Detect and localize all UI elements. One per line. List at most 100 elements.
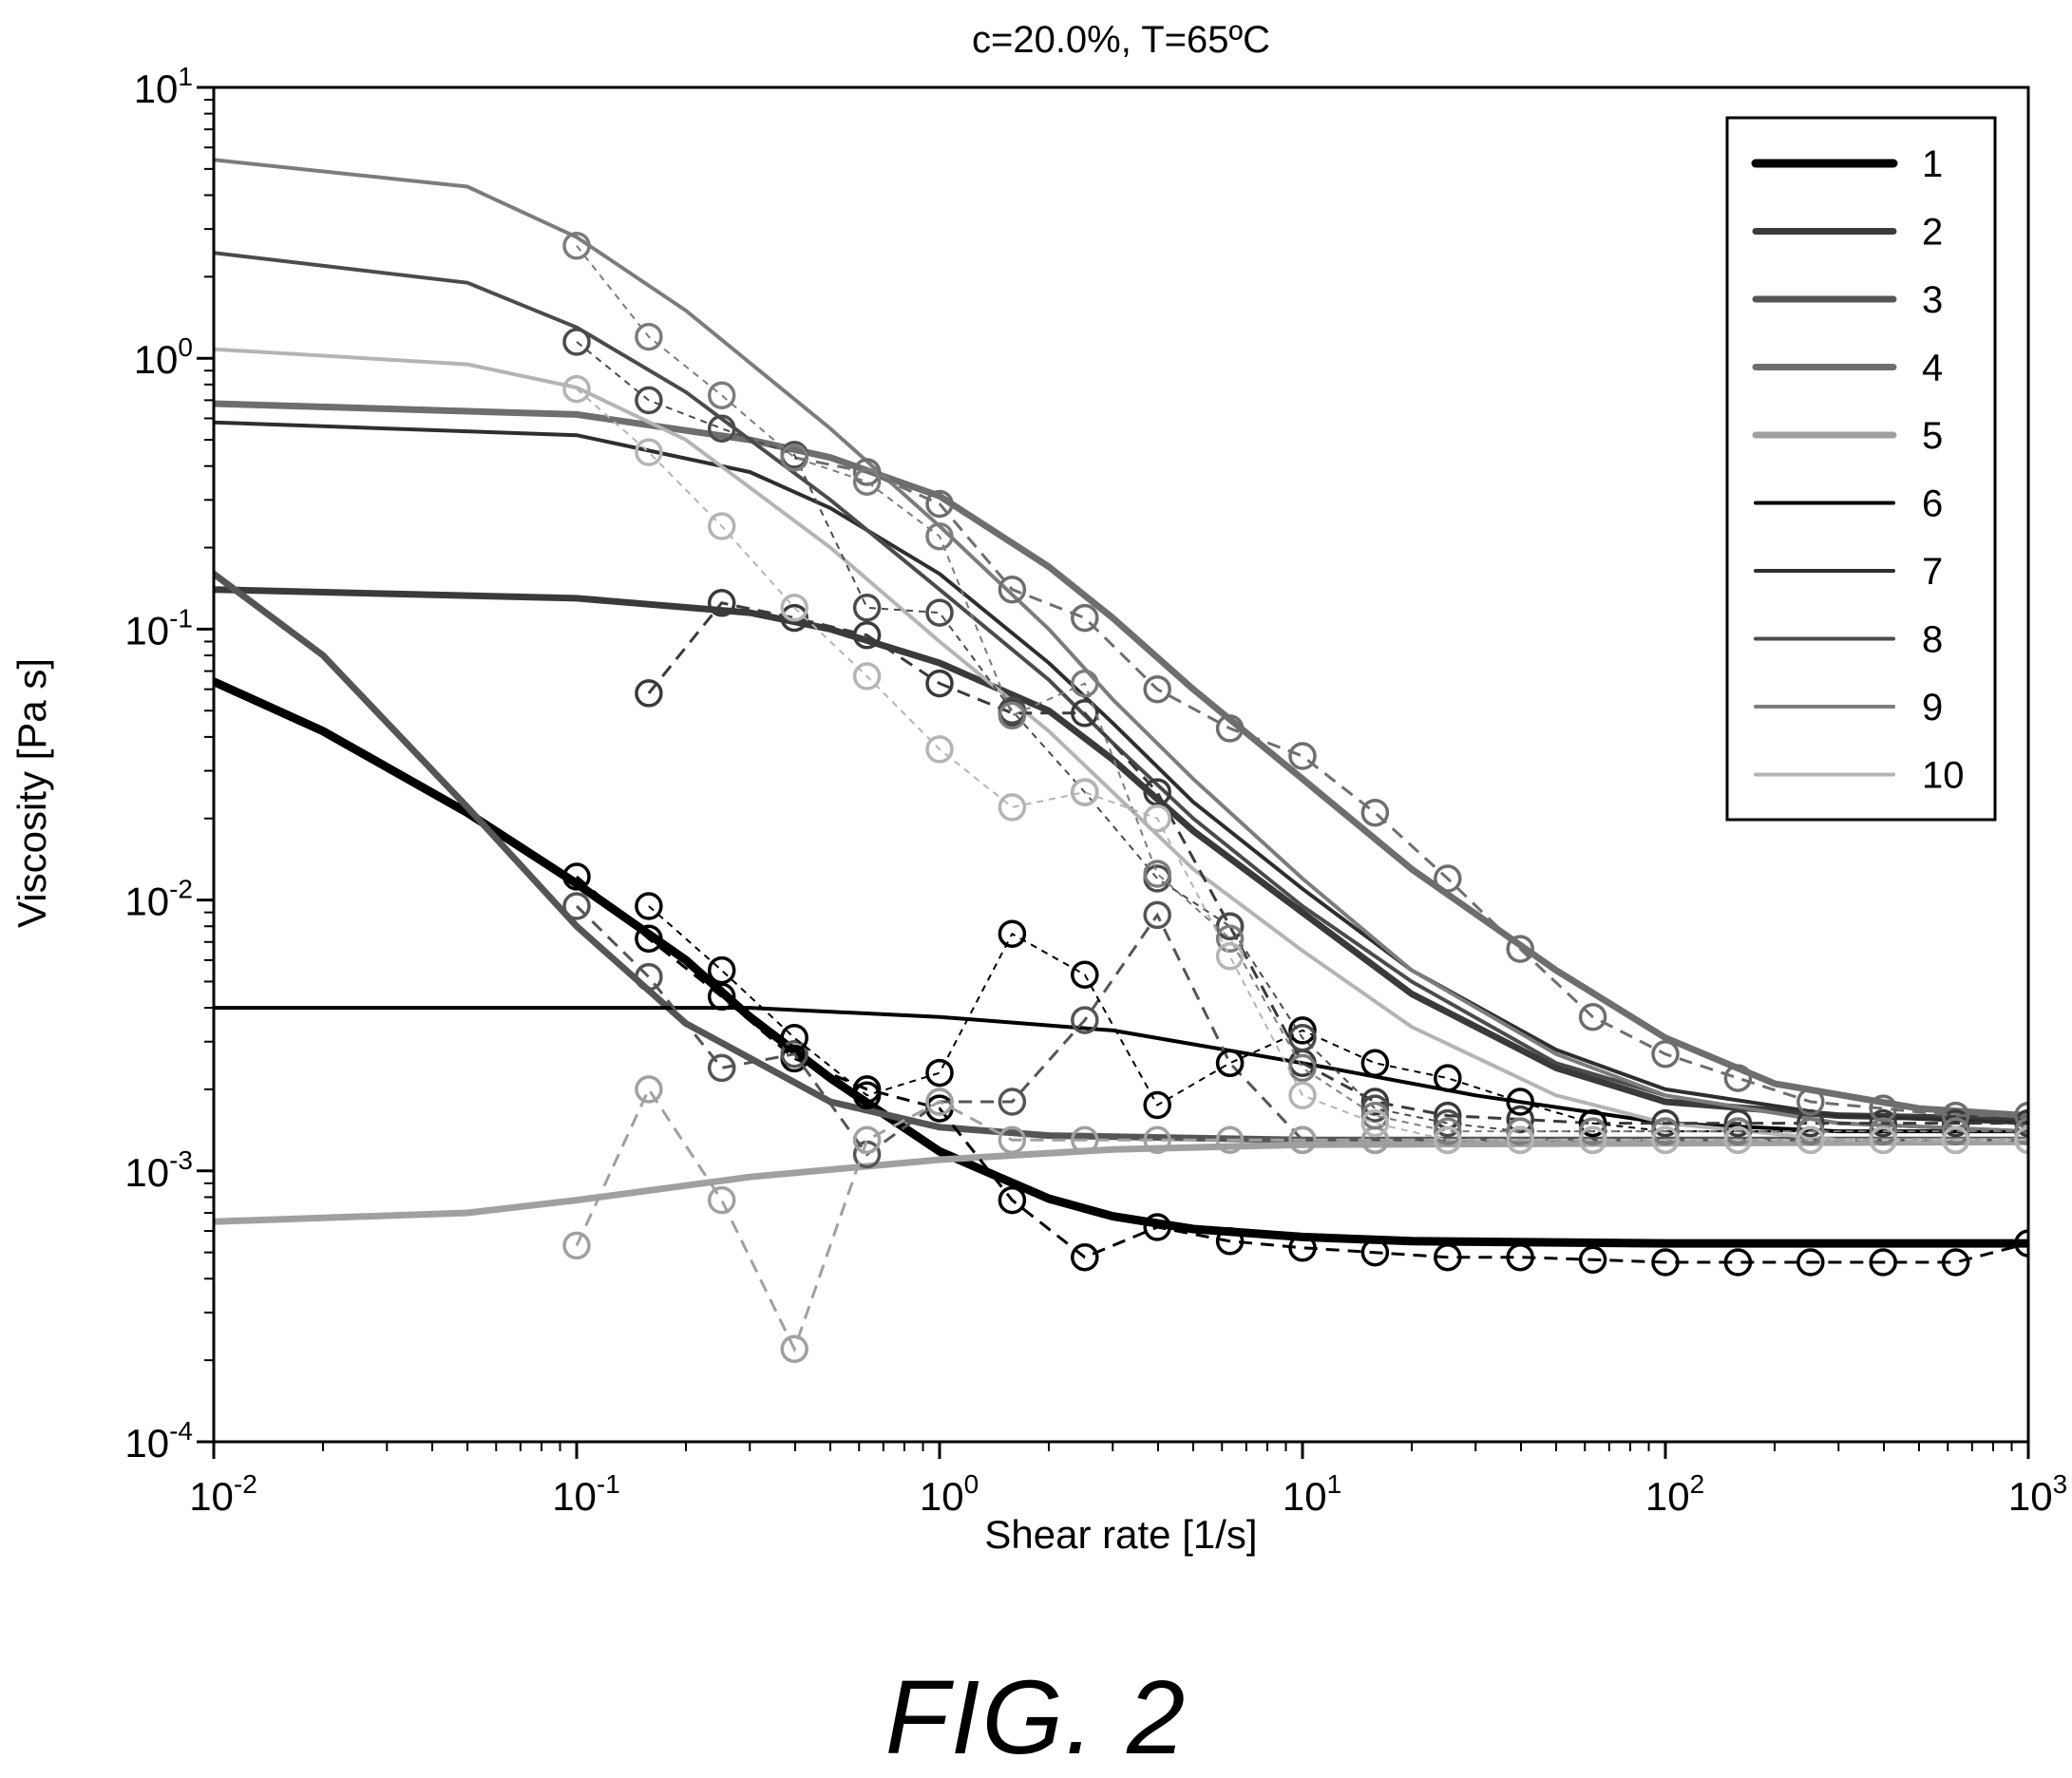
data-point-10 (1360, 1108, 1390, 1138)
data-point-4 (1360, 798, 1390, 827)
data-point-1 (1434, 1242, 1462, 1272)
legend-label: 2 (1922, 212, 1943, 254)
data-point-5 (1071, 1125, 1099, 1155)
data-point-1 (1506, 1242, 1534, 1272)
data-point-1 (1288, 1234, 1317, 1262)
data-point-10 (852, 662, 882, 690)
measured-line-4 (793, 456, 2028, 1118)
data-point-1 (1796, 1248, 1825, 1277)
fit-curve-3 (214, 570, 2028, 1144)
data-point-6 (1578, 1108, 1607, 1138)
figure-caption: FIG. 2 (884, 1659, 1188, 1776)
chart-title: c=20.0%, T=65ºC (972, 19, 1270, 61)
data-point-2 (925, 669, 954, 698)
data-point-6 (925, 1058, 954, 1088)
measured-line-3 (575, 904, 2028, 1157)
data-point-2 (1071, 699, 1099, 728)
data-point-10 (1651, 1125, 1680, 1155)
data-point-8 (707, 414, 736, 443)
data-point-9 (1578, 1117, 1607, 1145)
fit-curve-10 (214, 347, 2028, 1143)
data-point-10 (780, 594, 808, 622)
legend-label: 8 (1922, 619, 1943, 661)
data-point-1 (1578, 1245, 1607, 1275)
data-point-9 (852, 467, 882, 496)
data-point-6 (1215, 1049, 1245, 1078)
data-point-1 (2014, 1229, 2028, 1258)
fit-curve-4 (214, 400, 2028, 1120)
data-point-5 (1215, 1125, 1245, 1155)
data-point-9 (562, 232, 591, 260)
x-tick-label: 10-2 (189, 1469, 257, 1519)
data-point-10 (998, 793, 1027, 822)
data-point-5 (635, 1075, 663, 1104)
data-point-4 (1869, 1094, 1897, 1123)
data-point-6 (707, 955, 736, 985)
data-point-2 (1796, 1108, 1825, 1138)
data-point-4 (1506, 935, 1534, 963)
data-point-10 (1434, 1125, 1462, 1155)
data-point-9 (1506, 1117, 1534, 1145)
data-point-3 (707, 1053, 736, 1083)
data-point-10 (1941, 1125, 1970, 1155)
data-point-3 (562, 892, 591, 920)
y-tick-label: 10-3 (124, 1145, 193, 1195)
data-point-9 (2014, 1117, 2028, 1145)
data-point-3 (635, 962, 663, 992)
data-point-4 (1071, 603, 1099, 633)
data-point-10 (1288, 1081, 1317, 1110)
legend-label: 9 (1922, 687, 1943, 728)
data-point-4 (1288, 742, 1317, 770)
data-point-6 (852, 1081, 882, 1110)
data-point-4 (852, 458, 882, 486)
legend-box (1725, 116, 1997, 822)
fit-curve-7 (214, 420, 2028, 1125)
data-point-10 (1506, 1125, 1534, 1155)
x-tick-label: 101 (1283, 1469, 1341, 1519)
data-point-9 (1360, 1101, 1390, 1130)
y-tick-label: 10-1 (124, 603, 193, 653)
data-point-5 (852, 1125, 882, 1155)
legend-label: 6 (1922, 483, 1943, 525)
data-point-10 (1143, 804, 1171, 833)
data-point-8 (1360, 1094, 1390, 1123)
data-point-3 (780, 1040, 808, 1069)
y-tick-label: 10-2 (124, 875, 193, 924)
data-point-9 (1071, 669, 1099, 698)
data-point-4 (1578, 1002, 1607, 1031)
data-point-9 (780, 443, 808, 472)
data-point-8 (635, 386, 663, 415)
data-point-4 (1143, 674, 1171, 704)
data-point-10 (1071, 778, 1099, 806)
data-point-10 (925, 735, 954, 764)
x-tick-label: 100 (920, 1469, 979, 1519)
data-point-2 (1723, 1108, 1753, 1138)
data-point-9 (707, 381, 736, 409)
data-point-9 (1143, 860, 1171, 888)
data-point-10 (707, 512, 736, 540)
data-point-6 (1434, 1064, 1462, 1092)
data-point-2 (635, 679, 663, 708)
y-axis-label: Viscosity [Pa s] (10, 658, 54, 928)
fit-curve-9 (214, 158, 2028, 1134)
data-point-1 (1723, 1248, 1753, 1277)
data-point-2 (2014, 1108, 2028, 1138)
legend-label: 5 (1922, 415, 1943, 457)
data-point-10 (2014, 1125, 2028, 1155)
data-point-4 (1434, 864, 1462, 893)
data-point-6 (635, 892, 663, 920)
data-point-2 (1651, 1108, 1680, 1138)
data-point-2 (707, 589, 736, 617)
legend-label: 1 (1922, 143, 1943, 185)
data-point-4 (998, 575, 1027, 604)
data-point-4 (1651, 1040, 1680, 1069)
data-point-10 (1723, 1125, 1753, 1155)
data-point-10 (1869, 1125, 1897, 1155)
data-point-10 (562, 374, 591, 404)
fit-curve-8 (214, 251, 2028, 1134)
fit-curve-2 (214, 586, 2028, 1123)
data-point-6 (1288, 1016, 1317, 1045)
data-point-1 (1651, 1248, 1680, 1277)
data-point-10 (635, 438, 663, 466)
